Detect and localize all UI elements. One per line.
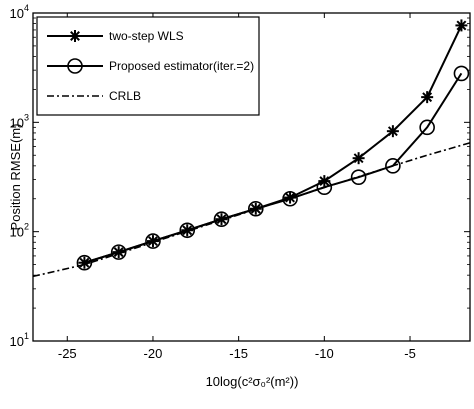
asterisk-stroke (456, 20, 467, 31)
legend: two-step WLS Proposed estimator(iter.=2) C… (36, 16, 260, 116)
series-line (32, 142, 471, 278)
legend-label: Proposed estimator(iter.=2) (109, 59, 254, 73)
circle-marker (282, 190, 298, 207)
asterisk-stroke (387, 126, 398, 137)
y-axis-label: Position RMSE(m) (8, 124, 23, 231)
asterisk-marker (352, 152, 365, 165)
y-tick-label: 101 (10, 331, 29, 349)
series-2 (32, 142, 471, 278)
legend-label: CRLB (109, 89, 141, 103)
legend-label: two-step WLS (109, 29, 184, 43)
circle-marker (316, 179, 333, 196)
axis-ticks: -25 -20 -15 -10 -5 101 102 103 104 (10, 3, 470, 361)
y-tick-label: 102 (10, 222, 29, 240)
y-tick-label: 104 (10, 3, 29, 21)
circle-marker (213, 211, 230, 228)
circle-marker (453, 65, 470, 82)
asterisk-stroke (70, 31, 80, 41)
x-tick-label: -20 (144, 346, 163, 361)
circle-marker (76, 254, 93, 271)
x-tick-label: -25 (58, 346, 77, 361)
asterisk-stroke (353, 153, 364, 164)
circle-marker (419, 119, 435, 136)
circle-marker (350, 169, 367, 185)
x-tick-label: -10 (315, 346, 334, 361)
circle-marker (247, 200, 264, 217)
x-tick-label: -15 (229, 346, 248, 361)
asterisk-stroke (422, 92, 433, 103)
circle-marker (67, 58, 83, 74)
asterisk-stroke (319, 176, 330, 187)
x-axis-label: 10log(c²σ₀²(m²)) (206, 374, 299, 389)
asterisk-marker (386, 125, 399, 138)
circle-marker (145, 233, 161, 249)
asterisk-marker (455, 19, 468, 32)
asterisk-marker (69, 30, 81, 42)
circle-marker (385, 158, 401, 174)
circle-marker (179, 222, 196, 239)
x-tick-label: -5 (404, 346, 416, 361)
series-layer (32, 19, 471, 278)
y-tick-label: 103 (10, 112, 29, 130)
asterisk-marker (421, 91, 434, 104)
